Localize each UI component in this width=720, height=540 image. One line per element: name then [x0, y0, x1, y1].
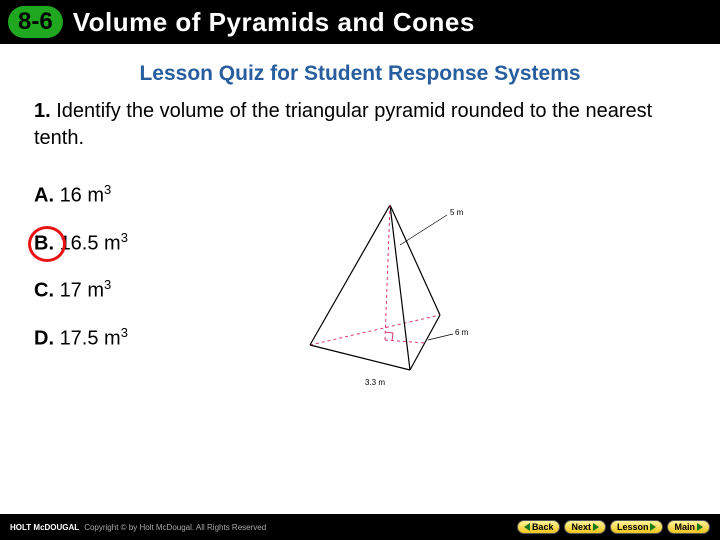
answer-letter: C. — [34, 280, 54, 302]
question-body: Identify the volume of the triangular py… — [34, 100, 652, 149]
question-number: 1. — [34, 100, 51, 122]
nav-label: Main — [674, 522, 695, 532]
answer-value: 16.5 m — [60, 232, 121, 254]
copyright-text: Copyright © by Holt McDougal. All Rights… — [84, 523, 266, 532]
chevron-right-icon — [593, 523, 599, 531]
brand-logo: HOLT McDOUGAL — [10, 523, 79, 532]
header-bar: 8-6 Volume of Pyramids and Cones — [0, 0, 720, 44]
nav-label: Lesson — [617, 522, 649, 532]
answer-value: 16 m — [60, 185, 104, 207]
answer-exp: 3 — [104, 182, 111, 197]
pyramid-diagram: 5 m 6 m 3.3 m — [280, 185, 500, 385]
answer-letter: B. — [34, 232, 54, 254]
chevron-left-icon — [524, 523, 530, 531]
chevron-right-icon — [650, 523, 656, 531]
answer-exp: 3 — [121, 325, 128, 340]
answer-letter: A. — [34, 185, 54, 207]
next-button[interactable]: Next — [564, 520, 606, 534]
answer-value: 17 m — [60, 280, 104, 302]
label-height: 5 m — [450, 208, 464, 217]
nav-label: Next — [571, 522, 591, 532]
nav-buttons: Back Next Lesson Main — [517, 520, 710, 534]
answer-exp: 3 — [121, 230, 128, 245]
question-text: 1. Identify the volume of the triangular… — [34, 98, 686, 152]
main-button[interactable]: Main — [667, 520, 710, 534]
answer-value: 17.5 m — [60, 328, 121, 350]
label-base-side: 6 m — [455, 328, 469, 337]
back-button[interactable]: Back — [517, 520, 561, 534]
subtitle: Lesson Quiz for Student Response Systems — [34, 62, 686, 86]
nav-label: Back — [532, 522, 554, 532]
chevron-right-icon — [697, 523, 703, 531]
page-title: Volume of Pyramids and Cones — [73, 7, 475, 38]
footer-bar: HOLT McDOUGAL Copyright © by Holt McDoug… — [0, 514, 720, 540]
copyright-block: HOLT McDOUGAL Copyright © by Holt McDoug… — [10, 523, 266, 532]
answer-exp: 3 — [104, 277, 111, 292]
lesson-button[interactable]: Lesson — [610, 520, 664, 534]
lesson-badge: 8-6 — [8, 6, 63, 38]
answer-letter: D. — [34, 328, 54, 350]
label-base-height: 3.3 m — [365, 378, 385, 385]
